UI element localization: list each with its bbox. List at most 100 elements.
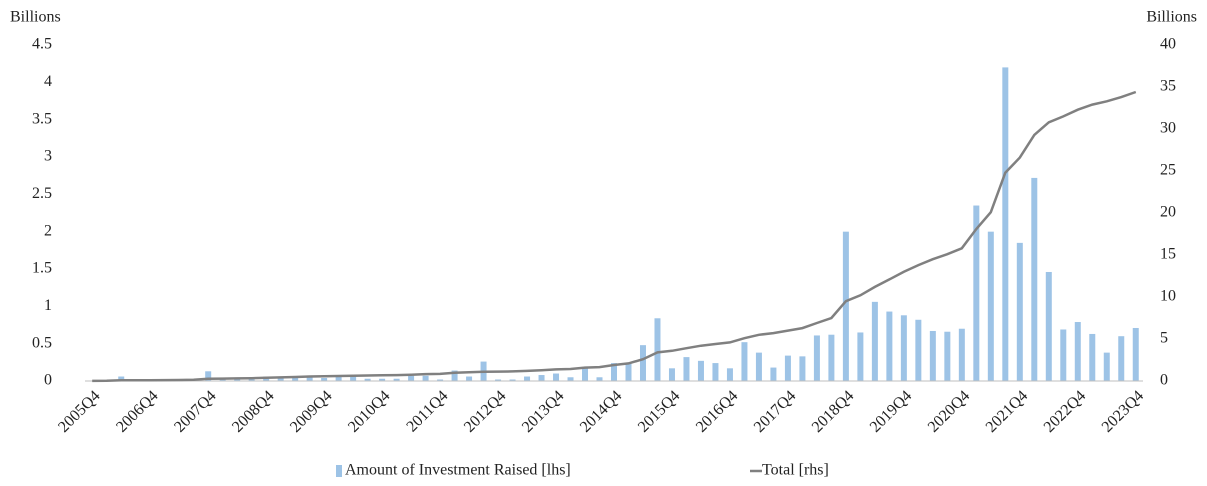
bar xyxy=(1103,352,1110,381)
x-tick-label: 2017Q4 xyxy=(751,387,799,435)
bar xyxy=(770,367,777,381)
y-tick-label: 2 xyxy=(44,222,52,239)
x-tick-label: 2022Q4 xyxy=(1041,387,1089,435)
bar xyxy=(553,373,560,381)
bar xyxy=(335,376,342,381)
bar xyxy=(828,334,835,381)
bar xyxy=(712,363,719,381)
x-tick-label: 2005Q4 xyxy=(55,387,103,435)
bar xyxy=(784,355,791,381)
bar xyxy=(234,379,241,381)
y2-tick-label: 5 xyxy=(1160,330,1168,347)
y-tick-label: 4.5 xyxy=(32,36,52,53)
bar xyxy=(379,378,386,381)
bar xyxy=(205,371,212,381)
legend-swatch xyxy=(336,465,342,477)
y2-tick-label: 35 xyxy=(1160,78,1176,95)
y-axis-label: Billions xyxy=(10,9,61,26)
bar xyxy=(350,376,357,381)
bar xyxy=(292,377,299,381)
bar xyxy=(1074,322,1081,381)
bar xyxy=(929,330,936,381)
x-tick-label: 2009Q4 xyxy=(287,387,335,435)
bar xyxy=(1060,329,1067,381)
bar xyxy=(697,360,704,381)
bar xyxy=(973,205,980,381)
bar xyxy=(277,378,284,381)
x-tick-label: 2008Q4 xyxy=(229,387,277,435)
bar xyxy=(393,378,400,381)
x-tick-label: 2012Q4 xyxy=(461,387,509,435)
x-tick-label: 2016Q4 xyxy=(693,387,741,435)
bar xyxy=(915,319,922,381)
bar xyxy=(582,367,589,381)
x-tick-label: 2013Q4 xyxy=(519,387,567,435)
x-tick-label: 2018Q4 xyxy=(809,387,857,435)
bar xyxy=(755,352,762,381)
bar xyxy=(900,315,907,381)
bar xyxy=(654,318,661,381)
bar xyxy=(524,376,531,381)
bar xyxy=(596,377,603,381)
x-tick-label: 2006Q4 xyxy=(113,387,161,435)
x-tick-label: 2010Q4 xyxy=(345,387,393,435)
x-tick-label: 2020Q4 xyxy=(925,387,973,435)
bar xyxy=(1132,327,1139,381)
y2-tick-label: 40 xyxy=(1160,36,1176,53)
bar xyxy=(886,311,893,381)
bar xyxy=(408,375,415,381)
bar xyxy=(944,331,951,381)
bar xyxy=(958,328,965,381)
bar xyxy=(842,231,849,381)
bar xyxy=(1016,242,1023,381)
bar xyxy=(683,357,690,381)
bar xyxy=(437,379,444,381)
line xyxy=(92,90,1137,383)
x-tick-label: 2023Q4 xyxy=(1099,387,1147,435)
bar xyxy=(509,379,516,381)
bar xyxy=(466,376,473,381)
bar xyxy=(538,375,545,381)
x-tick-label: 2014Q4 xyxy=(577,387,625,435)
legend-label: Amount of Investment Raised [lhs] xyxy=(345,462,571,479)
bar xyxy=(813,335,820,381)
y-tick-label: 1 xyxy=(44,297,52,314)
legend-label: Total [rhs] xyxy=(762,462,829,479)
bar xyxy=(726,368,733,381)
y2-tick-label: 0 xyxy=(1160,372,1168,389)
bar xyxy=(1045,271,1052,381)
bar xyxy=(1002,67,1009,382)
bar xyxy=(1031,177,1038,381)
y-tick-label: 1.5 xyxy=(32,260,52,277)
y-tick-label: 0.5 xyxy=(32,334,52,351)
bar xyxy=(1089,333,1096,381)
y-tick-label: 3.5 xyxy=(32,110,52,127)
y2-tick-label: 10 xyxy=(1160,288,1176,305)
y2-axis-label: Billions xyxy=(1146,9,1197,26)
y2-tick-label: 30 xyxy=(1160,120,1176,137)
y-tick-label: 3 xyxy=(44,148,52,165)
bar xyxy=(987,231,994,381)
bar xyxy=(118,376,125,381)
x-tick-label: 2007Q4 xyxy=(171,387,219,435)
bar xyxy=(422,375,429,381)
x-tick-label: 2019Q4 xyxy=(867,387,915,435)
y2-tick-label: 15 xyxy=(1160,246,1176,263)
y2-tick-label: 25 xyxy=(1160,162,1176,179)
bar xyxy=(741,342,748,381)
bar xyxy=(871,301,878,381)
bar xyxy=(639,345,646,381)
bar xyxy=(611,363,617,381)
x-tick-label: 2011Q4 xyxy=(403,387,451,435)
bar xyxy=(364,378,371,381)
y-tick-label: 2.5 xyxy=(32,185,52,202)
y-tick-label: 4 xyxy=(44,73,52,90)
x-tick-label: 2021Q4 xyxy=(983,387,1031,435)
bar xyxy=(451,370,458,381)
bar xyxy=(248,379,255,381)
bar xyxy=(219,379,226,381)
y-tick-label: 0 xyxy=(44,372,52,389)
bar xyxy=(857,332,864,381)
